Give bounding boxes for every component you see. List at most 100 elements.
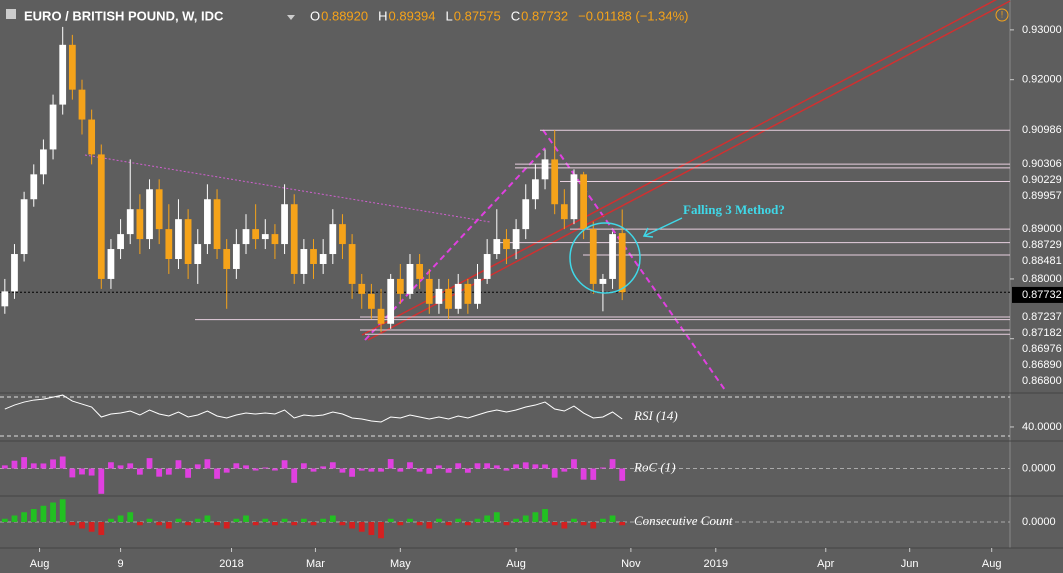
candle-body [522,199,530,230]
bar [561,522,568,529]
bar [378,468,384,472]
bar [98,522,105,535]
bar [59,456,66,469]
trend-line [364,147,546,341]
candle-body [97,154,105,279]
bar [551,522,558,526]
x-tick-label: 2018 [219,558,243,570]
bar [165,522,172,529]
bar [464,522,471,526]
x-tick-label: Aug [30,558,50,570]
y-tick-label: 0.87237 [1022,311,1062,323]
x-tick-label: Jun [901,558,919,570]
bar [580,522,587,526]
ohlc-label: L [446,8,453,23]
candle-body [184,219,192,264]
bar [300,518,307,522]
candle-body [580,174,587,230]
bar [21,457,28,469]
bar [1,465,8,469]
bar [146,458,153,469]
bar [503,522,510,526]
bar [484,463,491,469]
candle-body [136,209,144,240]
candle-body [358,283,366,294]
bar [407,518,413,522]
bar [609,515,616,522]
bar [349,522,355,529]
bar [146,518,153,522]
alert-icon[interactable] [995,8,1009,22]
bar [320,518,327,522]
candle-body [329,224,337,255]
bar [300,463,307,469]
bar [368,522,375,535]
bar [40,463,47,469]
rsi-line [4,394,623,423]
bar [291,522,298,526]
x-tick-label: Mar [306,558,325,570]
bar [252,468,259,471]
symbol-title[interactable]: EURO / BRITISH POUND, W, IDC [24,8,224,23]
channel-line [361,0,998,336]
y-tick-label: 0.90229 [1022,174,1062,186]
candle-body [532,179,539,200]
bar [455,463,462,469]
candle-body [146,189,153,240]
bar [252,522,259,526]
candle-body [387,278,395,324]
candle-body [155,189,163,230]
bar [136,468,143,475]
candle-body [107,249,115,279]
bar [455,518,462,522]
trend-line [542,129,726,391]
y-tick-label: 0.92000 [1022,74,1062,86]
pattern-circle [569,222,641,294]
y-tick-label: 0.90986 [1022,124,1062,136]
dropdown[interactable] [287,15,295,20]
bar [194,464,201,469]
bar [262,518,269,522]
bar [11,460,18,469]
candle-body [30,174,38,200]
candle-body [551,159,559,205]
candle-body [348,244,356,284]
bar [493,465,500,469]
candle-body [194,244,202,264]
candle-body [290,204,298,274]
candle-body [271,234,279,245]
pane-label: RoC (1) [633,459,676,474]
bar [339,522,346,526]
bar [609,459,616,469]
bar [223,522,230,529]
ohlc-value: 0.87575 [454,8,501,23]
bar [445,522,452,526]
candle-body [252,229,260,240]
bar [532,512,539,522]
bar [329,515,336,522]
bar [79,522,85,529]
bar [368,468,375,472]
candle-body [560,204,568,220]
bar [378,522,384,539]
bar [69,468,76,478]
x-tick-label: 2019 [704,558,728,570]
bar [98,468,105,494]
candle-body [368,293,375,309]
bar [243,515,249,522]
bar [310,468,317,472]
bar [339,468,346,473]
bar [272,468,278,471]
annotation-arrow [643,217,683,237]
candle-body [425,278,433,304]
pane-label: Consecutive Count [634,513,733,528]
bar [59,499,66,522]
bar [165,468,172,475]
ohlc-value: 0.87732 [521,8,568,23]
bar [127,463,134,469]
bar [474,463,481,469]
bar [21,512,28,522]
candle-body [68,44,76,90]
bar [484,515,491,522]
